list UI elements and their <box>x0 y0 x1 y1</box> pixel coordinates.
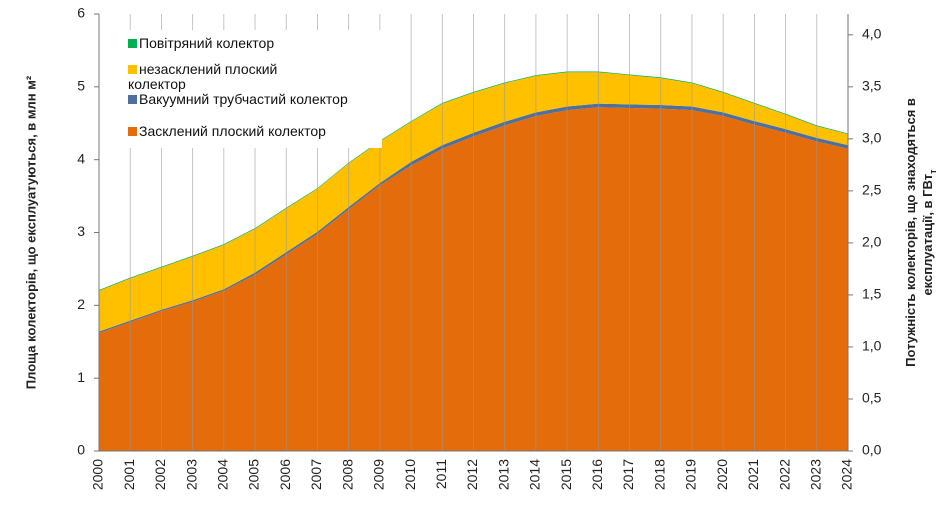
legend-item: незасклений плоский колектор <box>128 62 328 92</box>
x-tick-label: 2016 <box>589 459 605 490</box>
y2-tick-label: 1,0 <box>862 338 882 354</box>
x-tick-label: 2007 <box>308 459 324 490</box>
y2-axis-title: Потужність колекторів, що знаходяться в <box>903 98 918 367</box>
x-tick-label: 2000 <box>90 459 106 490</box>
legend: Повітряний колектор незасклений плоский к… <box>112 30 382 148</box>
legend-swatch <box>128 127 137 136</box>
y2-axis-title-subscript: т <box>928 169 938 174</box>
legend-label: Засклений плоский колектор <box>139 123 326 139</box>
y2-axis-title: експлуатації, в ГВтт <box>920 169 938 296</box>
y-tick-label: 5 <box>77 78 85 94</box>
legend-item: Засклений плоский колектор <box>128 124 368 139</box>
x-tick-label: 2020 <box>714 459 730 490</box>
legend-item: Вакуумний трубчастий колектор <box>128 92 368 107</box>
y-tick-label: 1 <box>77 369 85 385</box>
y2-axis-title-part: Потужність колекторів, що знаходяться в <box>903 98 918 367</box>
x-tick-label: 2004 <box>215 459 231 490</box>
y2-tick-label: 2,5 <box>862 182 882 198</box>
y-tick-label: 6 <box>77 5 85 21</box>
y2-tick-label: 0,0 <box>862 442 882 458</box>
x-tick-label: 2001 <box>121 459 137 490</box>
legend-label: незасклений плоский колектор <box>128 61 278 92</box>
legend-label: Вакуумний трубчастий колектор <box>139 91 348 107</box>
x-tick-label: 2017 <box>620 459 636 490</box>
y-axis-title: Площа колекторів, що експлуатуються, в м… <box>23 75 38 389</box>
y2-tick-label: 2,0 <box>862 234 882 250</box>
x-tick-label: 2011 <box>433 459 449 489</box>
x-tick-label: 2002 <box>152 459 168 490</box>
y-tick-label: 3 <box>77 223 85 239</box>
x-tick-label: 2015 <box>558 459 574 490</box>
x-tick-label: 2010 <box>402 459 418 490</box>
x-tick-label: 2019 <box>683 459 699 490</box>
x-tick-label: 2021 <box>745 459 761 490</box>
y-tick-label: 0 <box>77 442 85 458</box>
y2-tick-label: 4,0 <box>862 26 882 42</box>
x-tick-label: 2013 <box>495 459 511 490</box>
x-tick-label: 2005 <box>246 459 262 490</box>
legend-swatch <box>128 65 137 74</box>
y2-tick-label: 3,5 <box>862 78 882 94</box>
x-tick-label: 2012 <box>464 459 480 490</box>
x-tick-label: 2018 <box>651 459 667 490</box>
x-tick-label: 2003 <box>183 459 199 490</box>
y2-tick-label: 1,5 <box>862 286 882 302</box>
y-tick-label: 4 <box>77 150 85 166</box>
x-tick-label: 2023 <box>807 459 823 490</box>
y2-tick-label: 3,0 <box>862 130 882 146</box>
x-tick-label: 2009 <box>371 459 387 490</box>
legend-item: Повітряний колектор <box>128 36 368 51</box>
legend-swatch <box>128 95 137 104</box>
x-tick-label: 2022 <box>776 459 792 490</box>
x-tick-label: 2008 <box>339 459 355 490</box>
x-tick-label: 2006 <box>277 459 293 490</box>
x-tick-label: 2024 <box>839 459 855 490</box>
area <box>99 103 848 334</box>
legend-swatch <box>128 39 137 48</box>
x-tick-label: 2014 <box>527 459 543 490</box>
y2-axis-title-part: експлуатації, в ГВт <box>920 174 935 296</box>
legend-label: Повітряний колектор <box>139 35 275 51</box>
y2-tick-label: 0,5 <box>862 390 882 406</box>
y-tick-label: 2 <box>77 296 85 312</box>
